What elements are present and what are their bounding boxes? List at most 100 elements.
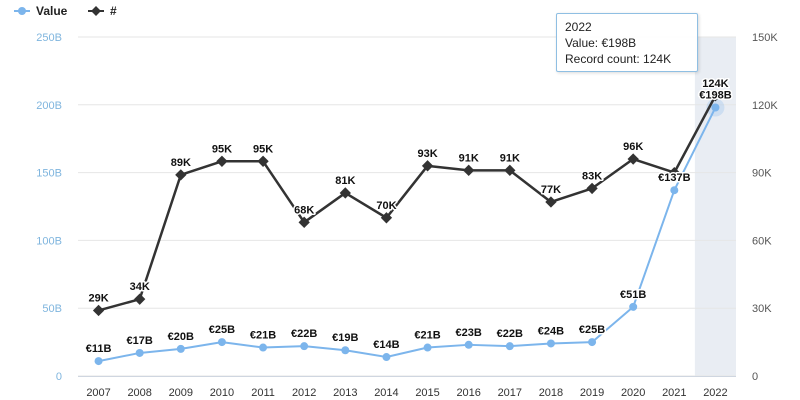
value-data-label: €23B bbox=[456, 327, 482, 339]
value-data-label: €22B bbox=[291, 328, 317, 340]
value-marker bbox=[629, 302, 638, 311]
value-marker bbox=[711, 103, 720, 112]
x-tick-label: 2009 bbox=[169, 387, 193, 399]
count-data-label: 68K bbox=[294, 204, 314, 216]
x-tick-label: 2014 bbox=[374, 387, 398, 399]
value-marker bbox=[546, 339, 555, 348]
legend-marker bbox=[91, 6, 101, 16]
count-data-label: 96K bbox=[623, 141, 643, 153]
value-data-label: €25B bbox=[579, 324, 605, 336]
value-marker bbox=[135, 348, 144, 357]
left-tick-label: 50B bbox=[42, 303, 62, 315]
series-layer bbox=[92, 90, 725, 366]
count-marker bbox=[216, 155, 228, 167]
count-data-label: 95K bbox=[253, 143, 273, 155]
value-data-label: €20B bbox=[168, 331, 194, 343]
left-tick-label: 200B bbox=[36, 100, 62, 112]
value-marker bbox=[464, 340, 473, 349]
x-tick-label: 2010 bbox=[210, 387, 234, 399]
count-marker bbox=[175, 169, 187, 181]
x-tick-label: 2016 bbox=[456, 387, 480, 399]
value-marker bbox=[300, 342, 309, 351]
left-tick-label: 150B bbox=[36, 168, 62, 180]
data-labels: €11B €17B €20B €25B €21B €22B €19B €14B €21B €23B… bbox=[84, 76, 733, 356]
count-data-label: 77K bbox=[541, 184, 561, 196]
value-marker bbox=[382, 353, 391, 362]
right-tick-label: 90K bbox=[752, 168, 772, 180]
count-data-label: 70K bbox=[376, 200, 396, 212]
count-marker bbox=[463, 164, 475, 176]
value-data-label: €17B bbox=[127, 335, 153, 347]
value-marker bbox=[588, 338, 597, 347]
tooltip: 2022 Value: €198B Record count: 124K bbox=[556, 13, 698, 72]
value-marker bbox=[259, 343, 268, 352]
series-line-value bbox=[98, 107, 717, 363]
value-marker bbox=[176, 344, 185, 353]
right-tick-label: 30K bbox=[752, 303, 772, 315]
x-tick-label: 2019 bbox=[580, 387, 604, 399]
value-data-label: €51B bbox=[620, 289, 646, 301]
value-data-label: €11B bbox=[86, 343, 112, 355]
value-data-label: €21B bbox=[414, 330, 440, 342]
x-tick-label: 2017 bbox=[498, 387, 522, 399]
value-marker bbox=[505, 342, 514, 351]
value-marker bbox=[94, 357, 103, 366]
legend[interactable]: Value # bbox=[14, 4, 117, 18]
count-marker bbox=[92, 304, 105, 317]
tooltip-count: Record count: 124K bbox=[565, 52, 672, 66]
value-data-label: €21B bbox=[250, 330, 276, 342]
right-tick-label: 0 bbox=[752, 371, 758, 383]
left-tick-label: 100B bbox=[36, 235, 62, 247]
left-tick-label: 250B bbox=[36, 32, 62, 44]
legend-item[interactable]: Value bbox=[14, 4, 68, 18]
legend-label: Value bbox=[36, 4, 68, 18]
value-data-label: €137B bbox=[658, 172, 690, 184]
x-tick-label: 2011 bbox=[251, 387, 275, 399]
value-data-label: €198B bbox=[699, 90, 731, 102]
count-data-label: 91K bbox=[459, 152, 479, 164]
value-marker bbox=[670, 186, 679, 195]
count-data-label: 83K bbox=[582, 170, 602, 182]
x-tick-label: 2007 bbox=[86, 387, 110, 399]
tooltip-value: Value: €198B bbox=[565, 36, 637, 50]
right-tick-label: 60K bbox=[752, 235, 772, 247]
tooltip-year: 2022 bbox=[565, 20, 592, 34]
value-data-label: €24B bbox=[538, 325, 564, 337]
value-data-label: €22B bbox=[497, 328, 523, 340]
right-axis: 0 30K 60K 90K 120K 150K bbox=[752, 32, 778, 383]
x-tick-label: 2013 bbox=[333, 387, 357, 399]
x-tick-label: 2022 bbox=[703, 387, 727, 399]
value-marker bbox=[423, 343, 432, 352]
legend-label: # bbox=[110, 4, 117, 18]
legend-marker bbox=[18, 7, 26, 15]
count-data-label: 81K bbox=[335, 175, 355, 187]
x-tick-label: 2018 bbox=[539, 387, 563, 399]
count-data-label: 95K bbox=[212, 143, 232, 155]
count-data-label: 89K bbox=[171, 157, 191, 169]
count-data-label: 29K bbox=[88, 292, 108, 304]
x-tick-label: 2021 bbox=[662, 387, 686, 399]
x-tick-label: 2012 bbox=[292, 387, 316, 399]
count-marker bbox=[134, 293, 146, 305]
value-data-label: €25B bbox=[209, 324, 235, 336]
x-axis: 2007 2008 2009 2010 2011 2012 2013 2014 2015 2016… bbox=[78, 376, 736, 399]
right-tick-label: 120K bbox=[752, 100, 778, 112]
count-data-label: 34K bbox=[130, 281, 150, 293]
count-data-label: 93K bbox=[417, 148, 437, 160]
value-marker bbox=[341, 346, 350, 355]
x-tick-label: 2020 bbox=[621, 387, 645, 399]
count-data-label: 124K bbox=[702, 78, 728, 90]
count-data-label: 91K bbox=[500, 152, 520, 164]
series-line-count bbox=[98, 95, 717, 312]
legend-item[interactable]: # bbox=[88, 4, 117, 18]
x-tick-label: 2008 bbox=[127, 387, 151, 399]
x-tick-label: 2015 bbox=[415, 387, 439, 399]
left-axis: 0 50B 100B 150B 200B 250B bbox=[36, 32, 62, 383]
right-tick-label: 150K bbox=[752, 32, 778, 44]
value-data-label: €14B bbox=[373, 339, 399, 351]
value-data-label: €19B bbox=[332, 332, 358, 344]
value-marker bbox=[217, 338, 226, 347]
left-tick-label: 0 bbox=[56, 371, 62, 383]
gridlines bbox=[78, 36, 736, 377]
